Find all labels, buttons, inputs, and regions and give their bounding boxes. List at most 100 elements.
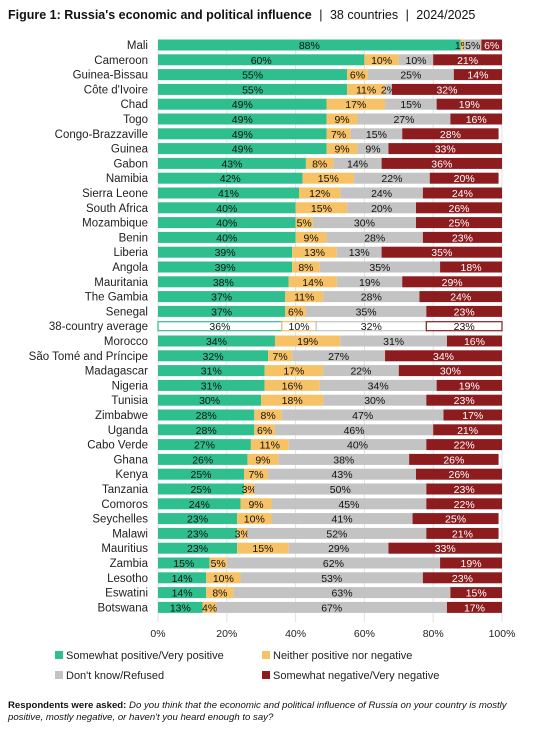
data-label: 25% xyxy=(190,484,211,496)
data-label: 16% xyxy=(282,380,303,392)
legend-label: Don't know/Refused xyxy=(66,670,164,682)
data-label: 15% xyxy=(400,99,421,111)
legend-label: Neither positive nor negative xyxy=(273,650,412,662)
data-label: 7% xyxy=(331,129,346,141)
bar-positive xyxy=(158,246,293,258)
data-label: 19% xyxy=(461,558,482,570)
data-label: 20% xyxy=(371,203,392,215)
bar-negative xyxy=(388,143,502,155)
category-label: Guinea-Bissau xyxy=(73,70,148,82)
bar-neither xyxy=(292,261,320,273)
bar-positive xyxy=(158,217,296,229)
data-label: 60% xyxy=(251,55,272,67)
footnote-question: Do you think that the economic and polit… xyxy=(8,700,507,723)
data-label: 39% xyxy=(215,262,236,274)
bar-positive xyxy=(158,394,262,406)
legend-label: Somewhat positive/Very positive xyxy=(66,650,224,662)
bar-positive xyxy=(158,453,248,465)
data-label: 35% xyxy=(431,247,452,259)
bar-positive xyxy=(158,365,265,377)
bar-negative xyxy=(429,172,499,184)
data-label: 29% xyxy=(328,543,349,555)
data-label: 63% xyxy=(332,588,353,600)
data-label: 14% xyxy=(467,70,488,82)
data-label: 22% xyxy=(454,440,475,452)
bar-neither xyxy=(295,202,348,214)
bar-positive xyxy=(158,113,327,125)
bar-positive xyxy=(158,83,348,95)
title-separator: | xyxy=(319,8,323,22)
data-label: 18% xyxy=(461,262,482,274)
data-label: 33% xyxy=(435,543,456,555)
category-label: Ghana xyxy=(113,454,148,466)
bar-positive xyxy=(158,276,289,288)
category-label: Malawi xyxy=(112,528,148,540)
data-label: 49% xyxy=(232,144,253,156)
data-label: 39% xyxy=(215,247,236,259)
category-label: Uganda xyxy=(108,425,149,437)
data-label: 37% xyxy=(211,306,232,318)
data-label: 13% xyxy=(349,247,370,259)
data-label: 27% xyxy=(328,351,349,363)
data-label: 36% xyxy=(431,158,452,170)
category-label: Congo-Brazzaville xyxy=(55,129,148,141)
data-label: 17% xyxy=(345,99,366,111)
bar-negative xyxy=(419,291,502,303)
category-label: Mozambique xyxy=(82,218,148,230)
bar-neither xyxy=(240,498,272,510)
data-label: 6% xyxy=(350,70,365,82)
bar-neither xyxy=(299,187,341,199)
bar-neither xyxy=(302,172,355,184)
bar-dont-know xyxy=(357,113,451,125)
data-label: 23% xyxy=(187,543,208,555)
data-label: 45% xyxy=(338,499,359,511)
data-label: 9% xyxy=(248,499,263,511)
data-label: 24% xyxy=(189,499,210,511)
bar-neither xyxy=(326,113,358,125)
category-label: Mauritius xyxy=(101,543,148,555)
bar-positive xyxy=(158,468,244,480)
data-label: 6% xyxy=(288,306,303,318)
data-label: 38% xyxy=(213,277,234,289)
bar-dont-know xyxy=(326,231,423,243)
category-label: Lesotho xyxy=(107,573,148,585)
data-label: 14% xyxy=(172,573,193,585)
bar-dont-know xyxy=(385,83,392,95)
bar-neither xyxy=(247,453,279,465)
data-label: 31% xyxy=(201,380,222,392)
stacked-bar-chart: Mali 88% 1%5% 6%Cameroon 60% 10% 10% 21%Guinea-… xyxy=(29,39,515,682)
data-label: 17% xyxy=(462,410,483,422)
data-label: 27% xyxy=(194,440,215,452)
bar-dont-know xyxy=(268,468,416,480)
data-label: 9% xyxy=(365,144,380,156)
bar-negative xyxy=(422,231,502,243)
bar-dont-know xyxy=(323,394,427,406)
data-label: 24% xyxy=(452,188,473,200)
bar-neither xyxy=(244,468,269,480)
category-label: The Gambia xyxy=(85,292,149,304)
bar-positive xyxy=(158,261,293,273)
data-label: 40% xyxy=(347,440,368,452)
bar-negative xyxy=(436,98,502,110)
x-tick-label: 60% xyxy=(354,628,375,640)
data-label: 67% xyxy=(321,602,342,614)
data-label: 17% xyxy=(464,602,485,614)
bar-positive xyxy=(158,483,244,495)
data-label: 17% xyxy=(283,366,304,378)
data-label: 23% xyxy=(187,528,208,540)
data-label: 9% xyxy=(334,144,349,156)
data-label: 19% xyxy=(359,277,380,289)
data-label: 49% xyxy=(232,114,253,126)
bar-positive xyxy=(158,231,296,243)
bar-dont-know xyxy=(271,513,413,525)
bar-positive xyxy=(158,172,303,184)
category-label: Morocco xyxy=(104,336,148,348)
bar-positive xyxy=(158,379,265,391)
legend-swatch xyxy=(55,671,63,679)
data-label: 41% xyxy=(218,188,239,200)
bar-negative xyxy=(433,54,502,66)
data-label: 26% xyxy=(443,454,464,466)
data-label: 53% xyxy=(321,573,342,585)
bar-neither xyxy=(274,335,341,347)
bar-neither xyxy=(261,394,324,406)
